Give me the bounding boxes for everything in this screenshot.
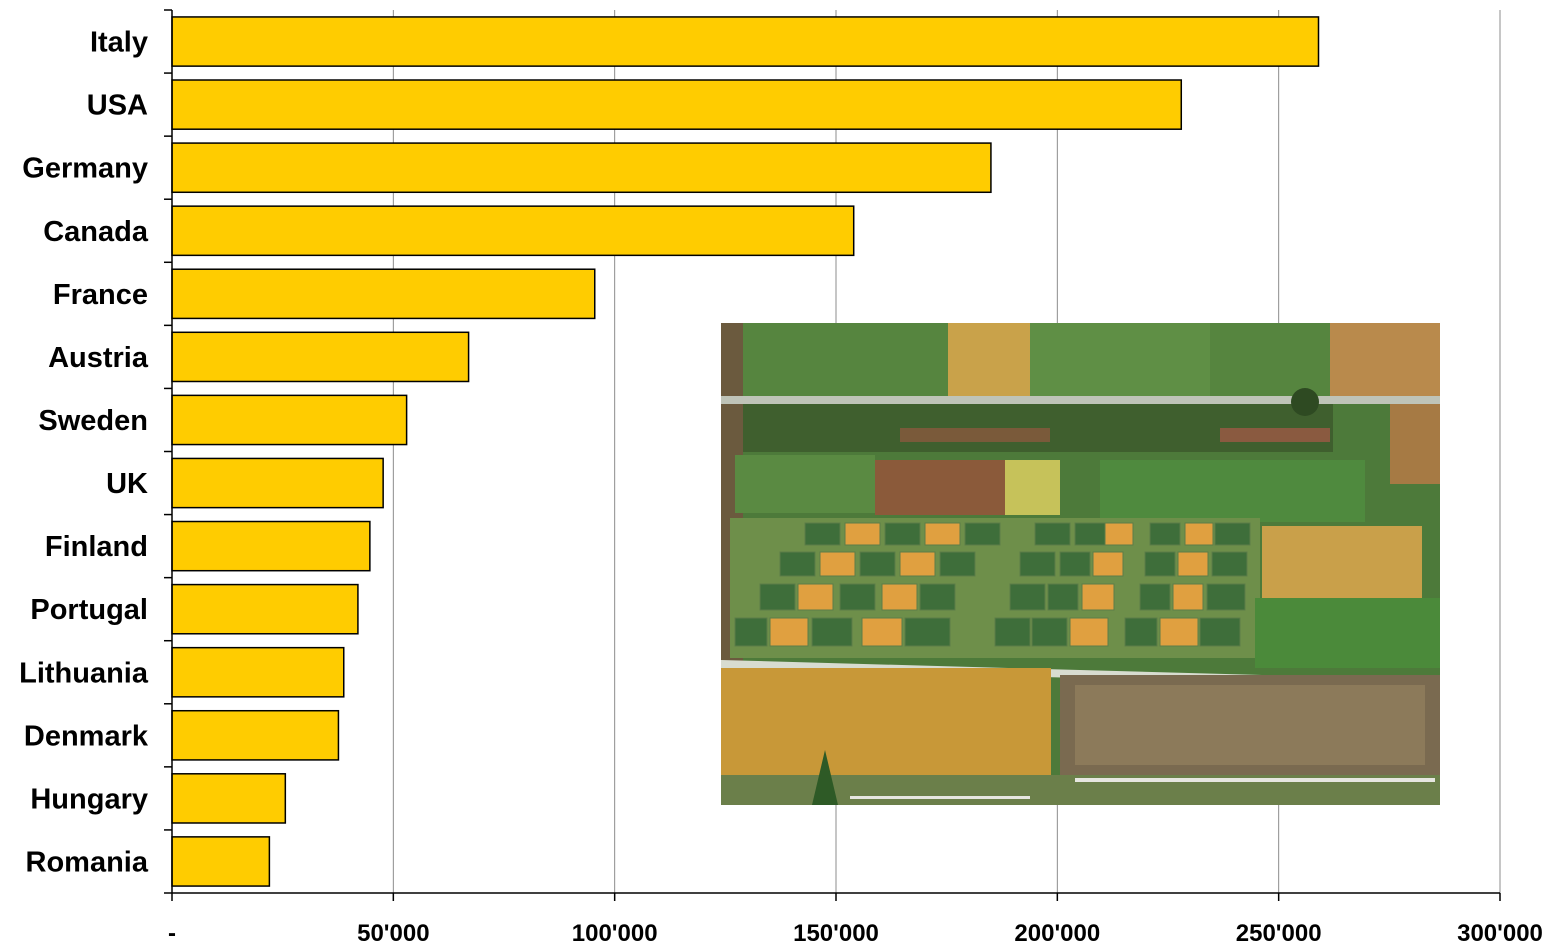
bars (171, 16, 1320, 887)
bar-portugal (171, 583, 359, 635)
bar-uk (171, 457, 384, 509)
category-label-denmark: Denmark (24, 720, 149, 752)
bar-finland (171, 520, 371, 572)
category-label-portugal: Portugal (30, 594, 148, 626)
bar-germany (171, 142, 992, 194)
x-tick-label-1: 50'000 (357, 920, 429, 945)
category-label-finland: Finland (45, 531, 148, 563)
x-tick-label-5: 250'000 (1236, 920, 1322, 945)
bar-denmark (171, 709, 340, 761)
category-label-austria: Austria (48, 342, 149, 374)
bar-lithuania (171, 646, 345, 698)
category-label-germany: Germany (22, 153, 148, 185)
bar-sweden (171, 394, 408, 446)
bar-italy (171, 16, 1320, 67)
category-label-france: France (53, 279, 148, 311)
x-tick-label-2: 100'000 (572, 920, 658, 945)
x-tick-label-0: - (168, 920, 176, 945)
aerial-field-photo (721, 323, 1440, 805)
category-label-italy: Italy (90, 27, 148, 59)
bar-usa (171, 79, 1183, 130)
bar-france (171, 268, 596, 320)
bar-romania (171, 836, 271, 887)
x-tick-label-4: 200'000 (1014, 920, 1100, 945)
category-label-hungary: Hungary (30, 783, 148, 815)
category-labels: Italy USA Germany Canada France Austria Sweden… (19, 27, 149, 879)
category-label-canada: Canada (43, 216, 149, 248)
category-label-usa: USA (87, 90, 148, 122)
bar-austria (171, 331, 470, 383)
category-label-lithuania: Lithuania (19, 657, 149, 689)
category-label-sweden: Sweden (38, 405, 148, 437)
x-tick-label-6: 300'000 (1457, 920, 1543, 945)
x-tick-labels: - 50'000 100'000 150'000 200'000 250'000 300'0… (168, 920, 1543, 945)
axes (164, 9, 1501, 901)
bar-canada (171, 205, 855, 257)
x-tick-label-3: 150'000 (793, 920, 879, 945)
bar-hungary (171, 773, 287, 824)
category-label-romania: Romania (26, 846, 149, 878)
category-label-uk: UK (106, 468, 148, 500)
